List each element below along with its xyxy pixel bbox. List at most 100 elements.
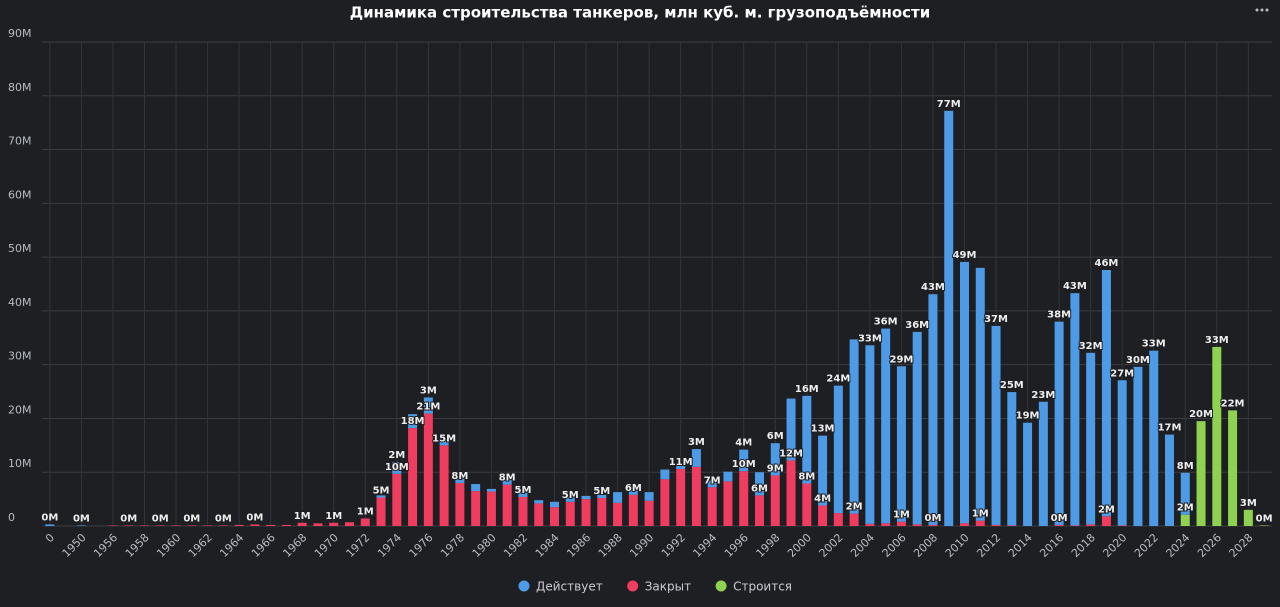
- bar-segment: [755, 495, 764, 526]
- bar-segment: [707, 480, 717, 488]
- bar-segment: [755, 472, 764, 496]
- bar-segment: [802, 395, 812, 484]
- data-label: 4M: [814, 494, 831, 505]
- bar-segment: [1007, 392, 1017, 526]
- data-label: 3M: [420, 385, 437, 396]
- y-tick-label: 30M: [8, 350, 32, 363]
- bar-segment: [550, 507, 559, 526]
- data-label: 25M: [1000, 380, 1024, 391]
- data-label: 38M: [1047, 310, 1071, 321]
- bar-segment: [171, 525, 181, 526]
- data-label: 17M: [1158, 423, 1182, 434]
- data-label: 0M: [1256, 513, 1273, 524]
- bar-segment: [1196, 421, 1206, 526]
- data-label: 10M: [732, 459, 756, 470]
- bar-segment: [455, 482, 465, 526]
- y-tick-label: 80M: [8, 81, 32, 94]
- bar-segment: [833, 513, 843, 526]
- bar-segment: [502, 478, 512, 485]
- bar-segment: [376, 495, 386, 498]
- data-label: 0M: [73, 513, 90, 524]
- bar-segment: [644, 492, 654, 501]
- data-label: 7M: [704, 475, 721, 486]
- bar-segment: [912, 331, 922, 525]
- bar-segment: [1243, 509, 1253, 526]
- bar-segment: [1228, 410, 1238, 526]
- bar-segment: [266, 524, 276, 526]
- bar-segment: [408, 428, 418, 526]
- bar-segment: [802, 483, 812, 526]
- bar-segment: [423, 413, 433, 526]
- bar-segment: [250, 524, 260, 526]
- y-tick-label: 0: [8, 511, 15, 524]
- bar-segment: [1212, 346, 1222, 526]
- bar-segment: [518, 496, 528, 526]
- data-label: 6M: [625, 483, 642, 494]
- bar-segment: [534, 500, 544, 504]
- data-label: 49M: [953, 250, 977, 261]
- bar-segment: [1133, 366, 1143, 526]
- bar-segment: [486, 488, 496, 492]
- data-label: 6M: [751, 483, 768, 494]
- bar-segment: [471, 484, 481, 492]
- data-label: 1M: [294, 511, 311, 522]
- bar-segment: [928, 524, 938, 526]
- legend-item[interactable]: Действует: [518, 580, 603, 594]
- legend-item[interactable]: Строится: [715, 580, 792, 594]
- data-label: 5M: [593, 486, 610, 497]
- bar-segment: [124, 525, 134, 526]
- data-label: 36M: [905, 320, 929, 331]
- bar-segment: [786, 460, 796, 526]
- bar-segment: [849, 339, 859, 514]
- bar-segment: [896, 521, 906, 526]
- bar-segment: [1086, 352, 1096, 525]
- bar-segment: [628, 487, 638, 495]
- bar-segment: [818, 435, 828, 506]
- bar-segment: [1007, 525, 1017, 526]
- data-label: 30M: [1126, 355, 1150, 366]
- legend-swatch: [627, 580, 639, 592]
- data-label: 37M: [984, 314, 1008, 325]
- legend-label: Строится: [733, 580, 792, 594]
- bar-segment: [1165, 434, 1174, 526]
- bar-segment: [439, 445, 449, 526]
- bar-segment: [896, 366, 906, 522]
- bar-segment: [439, 438, 449, 446]
- data-label: 8M: [499, 473, 516, 484]
- bar-segment: [975, 520, 985, 526]
- bar-segment: [486, 491, 496, 526]
- data-label: 36M: [874, 317, 898, 328]
- menu-icon[interactable]: [1255, 8, 1269, 12]
- bar-segment: [1054, 321, 1064, 525]
- data-label: 1M: [357, 506, 374, 517]
- data-label: 2M: [1098, 504, 1115, 515]
- bar-segment: [865, 345, 875, 524]
- data-label: 77M: [937, 99, 961, 110]
- data-label: 5M: [373, 485, 390, 496]
- data-label: 27M: [1110, 368, 1134, 379]
- data-label: 8M: [798, 472, 815, 483]
- bar-segment: [597, 494, 607, 499]
- bar-segment: [360, 518, 370, 526]
- data-label: 16M: [795, 384, 819, 395]
- bar-segment: [203, 525, 213, 526]
- data-label: 11M: [669, 457, 693, 468]
- bar-segment: [833, 385, 843, 514]
- data-label: 5M: [515, 485, 532, 496]
- y-tick-label: 10M: [8, 457, 32, 470]
- bar-segment: [518, 492, 528, 497]
- bar-segment: [597, 498, 607, 526]
- bar-segment: [581, 499, 591, 526]
- bar-segment: [849, 513, 859, 526]
- bar-segment: [960, 523, 969, 526]
- bar-segment: [613, 492, 623, 503]
- bar-segment: [865, 523, 875, 526]
- legend-item[interactable]: Закрыт: [627, 580, 691, 594]
- data-label: 0M: [152, 513, 169, 524]
- data-label: 33M: [1205, 335, 1229, 346]
- data-label: 23M: [1031, 390, 1055, 401]
- y-tick-label: 60M: [8, 188, 32, 201]
- data-label: 13M: [811, 424, 835, 435]
